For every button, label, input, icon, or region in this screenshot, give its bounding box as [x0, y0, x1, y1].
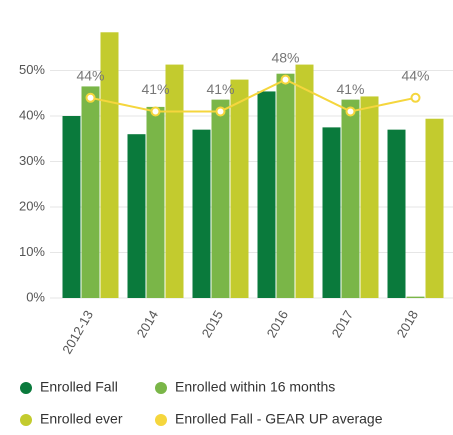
legend-label: Enrolled within 16 months [175, 379, 335, 395]
y-tick-label: 20% [19, 198, 45, 213]
x-tick-label: 2012-13 [59, 308, 96, 357]
y-tick-label: 0% [26, 289, 45, 304]
legend-marker [20, 414, 32, 426]
data-label: 41% [141, 81, 169, 97]
bar [406, 296, 425, 298]
bar [360, 96, 379, 298]
legend-marker [155, 382, 167, 394]
bar [230, 79, 249, 298]
bar [387, 129, 406, 298]
data-label: 41% [206, 81, 234, 97]
line-point [85, 92, 96, 103]
bar [146, 106, 165, 299]
bar [127, 134, 146, 298]
line-point [280, 74, 291, 85]
x-tick-label: 2017 [329, 308, 356, 341]
line-point [410, 92, 421, 103]
bar [81, 86, 100, 298]
y-tick-label: 40% [19, 107, 45, 122]
line-point [345, 106, 356, 117]
data-label: 44% [76, 68, 104, 84]
x-tick-label: 2015 [199, 308, 226, 341]
legend-label: Enrolled Fall [40, 379, 118, 395]
bar [276, 73, 295, 298]
x-tick-label: 2018 [394, 308, 421, 341]
y-tick-label: 30% [19, 153, 45, 168]
x-tick-label: 2016 [264, 308, 291, 341]
legend-marker [155, 414, 167, 426]
bar [62, 116, 81, 298]
bar [322, 127, 341, 298]
x-tick-label: 2014 [134, 308, 161, 341]
bar [211, 99, 230, 299]
bar [257, 91, 276, 299]
legend-marker [20, 382, 32, 394]
line-point [215, 106, 226, 117]
bar [295, 64, 314, 299]
line [90, 78, 416, 113]
data-label: 44% [401, 68, 429, 84]
y-tick-label: 10% [19, 244, 45, 259]
legend-label: Enrolled ever [40, 411, 123, 427]
legend-label: Enrolled Fall - GEAR UP average [175, 411, 383, 427]
bar [425, 118, 444, 298]
line-point [150, 106, 161, 117]
bar [165, 64, 184, 299]
bar [192, 129, 211, 298]
y-tick-label: 50% [19, 62, 45, 77]
bar [100, 32, 119, 298]
bar [341, 99, 360, 299]
data-label: 48% [271, 49, 299, 65]
data-label: 41% [336, 81, 364, 97]
